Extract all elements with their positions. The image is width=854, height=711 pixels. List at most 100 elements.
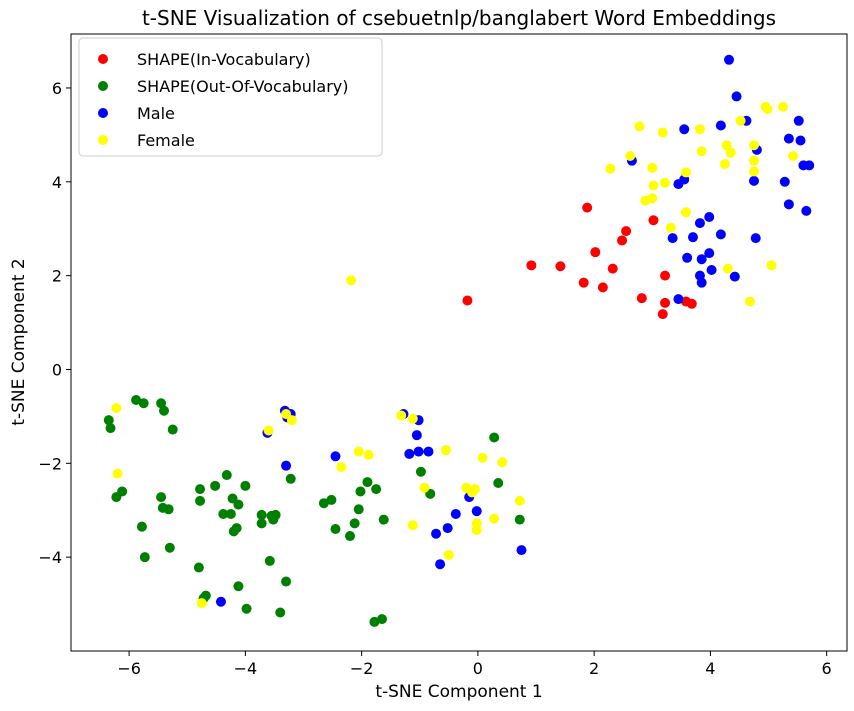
scatter-point [696, 254, 707, 265]
scatter-point [103, 415, 114, 426]
x-tick-label: −6 [117, 659, 141, 678]
scatter-point [139, 552, 150, 563]
scatter-point [625, 150, 636, 161]
scatter-point [117, 486, 128, 497]
series-female [111, 101, 798, 609]
scatter-point [423, 446, 434, 457]
scatter-point [136, 521, 147, 532]
scatter-point [407, 520, 418, 531]
scatter-point [167, 424, 178, 435]
scatter-point [731, 91, 742, 102]
legend-marker-out-of-vocabulary [98, 81, 108, 91]
scatter-point [634, 121, 645, 132]
scatter-point [443, 549, 454, 560]
scatter-point [704, 248, 715, 259]
scatter-point [526, 260, 537, 271]
scatter-point [221, 470, 232, 481]
scatter-point [131, 394, 142, 405]
x-tick-label: −4 [234, 659, 258, 678]
scatter-point [489, 513, 500, 524]
scatter-point [748, 175, 759, 186]
scatter-point [469, 484, 480, 495]
scatter-point [704, 211, 715, 222]
scatter-point [694, 124, 705, 135]
scatter-point [415, 466, 426, 477]
x-tick-label: 6 [822, 659, 832, 678]
scatter-point [353, 446, 364, 457]
scatter-point [233, 581, 244, 592]
scatter-point [256, 509, 267, 520]
scatter-point [231, 523, 242, 534]
x-tick-label: 0 [473, 659, 483, 678]
scatter-point [164, 542, 175, 553]
legend-marker-male [98, 108, 108, 118]
scatter-point [725, 147, 736, 158]
scatter-point [762, 104, 773, 115]
y-tick-label: 4 [52, 173, 62, 192]
scatter-point [440, 445, 451, 456]
scatter-point [442, 523, 453, 534]
scatter-point [376, 614, 387, 625]
scatter-point [286, 415, 297, 426]
scatter-point [225, 508, 236, 519]
plot-frame [70, 33, 848, 652]
scatter-point [435, 559, 446, 570]
scatter-point [514, 495, 525, 506]
scatter-point [667, 233, 678, 244]
scatter-point [326, 494, 337, 505]
scatter-point [687, 232, 698, 243]
scatter-point [722, 263, 733, 274]
scatter-point [804, 160, 815, 171]
series-out-of-vocabulary [103, 394, 525, 627]
scatter-point [744, 296, 755, 307]
scatter-point [801, 205, 812, 216]
scatter-point [450, 508, 461, 519]
legend-label-out-of-vocabulary: SHAPE(Out-Of-Vocabulary) [137, 77, 348, 96]
legend-marker-female [98, 135, 108, 145]
scatter-point [514, 514, 525, 525]
y-tick-label: −2 [38, 454, 62, 473]
x-tick-label: −2 [350, 659, 374, 678]
scatter-point [778, 101, 789, 112]
scatter-point [355, 486, 366, 497]
series-male [215, 54, 815, 607]
scatter-point [748, 166, 759, 177]
scatter-point [411, 430, 422, 441]
y-tick-label: 0 [52, 360, 62, 379]
y-tick-label: −4 [38, 548, 62, 567]
scatter-point [719, 158, 730, 169]
x-axis-label: t-SNE Component 1 [375, 682, 542, 702]
scatter-point [281, 576, 292, 587]
scatter-point [621, 226, 632, 237]
scatter-point [159, 405, 170, 416]
scatter-point [346, 275, 357, 286]
scatter-point [195, 495, 206, 506]
scatter-point [783, 199, 794, 210]
scatter-point [715, 120, 726, 131]
scatter-point [256, 518, 267, 529]
ticks-layer: −6 −4 −2 0 2 4 6 −4 −2 0 2 4 6 [38, 79, 831, 678]
scatter-point [617, 235, 628, 246]
scatter-point [636, 293, 647, 304]
scatter-point [660, 270, 671, 281]
scatter-point [750, 233, 761, 244]
scatter-point [270, 509, 281, 520]
scatter-point [660, 177, 671, 188]
scatter-point [660, 297, 671, 308]
scatter-point [673, 179, 684, 190]
scatter-point [349, 518, 360, 529]
scatter-point [735, 115, 746, 126]
scatter-point [371, 484, 382, 495]
scatter-point [111, 402, 122, 413]
scatter-point [163, 504, 174, 515]
scatter-point [607, 263, 618, 274]
scatter-point [404, 448, 415, 459]
scatter-point [493, 478, 504, 489]
scatter-point [413, 446, 424, 457]
scatter-point [263, 425, 274, 436]
scatter-point [218, 508, 229, 519]
scatter-point [419, 482, 430, 493]
scatter-point [275, 607, 286, 618]
scatter-point [369, 616, 380, 627]
